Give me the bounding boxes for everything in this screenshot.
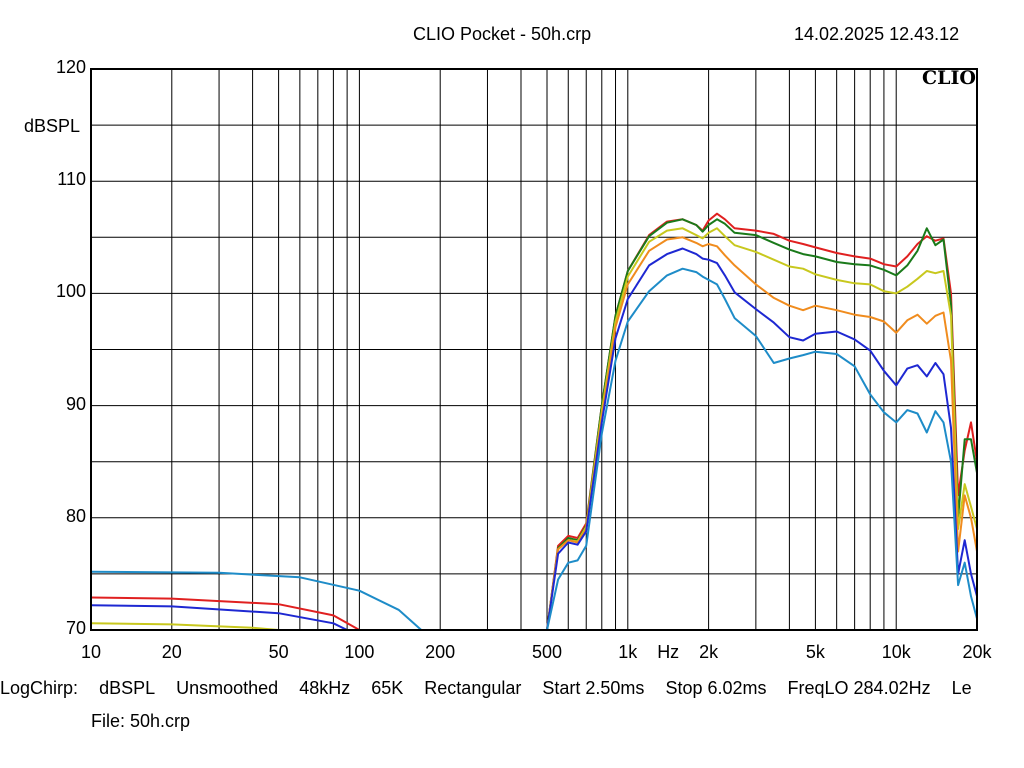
response-curve-main [546,247,977,630]
response-curve-low [91,604,348,630]
setting-mode: LogChirp: [0,678,79,698]
plot-frame [90,68,978,631]
x-tick-label: 20 [161,642,182,662]
setting-stop: Stop 6.02ms [665,678,767,698]
measurement-datetime: 14.02.2025 12.43.12 [794,24,960,44]
y-tick-label: 80 [65,505,86,526]
setting-smoothing: Unsmoothed [176,678,279,698]
x-tick-label: 20k [962,642,992,662]
y-tick-label: 90 [65,393,86,414]
setting-size: 65K [371,678,404,698]
x-tick-label: 2k [699,642,719,662]
response-curve-main [546,227,977,630]
x-tick-label: 200 [425,642,456,662]
x-tick-label: 50 [268,642,289,662]
response-curve-low [91,622,279,630]
response-curve-main [546,236,977,630]
y-tick-label: 70 [65,618,86,638]
setting-freqlo: FreqLO 284.02Hz [787,678,931,698]
y-tick-label: 100 [55,281,86,302]
response-curve-main [546,212,977,630]
response-curve-main [546,267,977,630]
x-tick-label: 5k [805,642,825,662]
x-tick-label: 500 [531,642,563,662]
x-tick-label: 10k [881,642,911,662]
setting-start: Start 2.50ms [542,678,645,698]
setting-window: Rectangular [424,678,522,698]
clio-logo: CLIO [922,67,976,89]
chart-title: CLIO Pocket - 50h.crp [413,24,592,44]
y-tick-label: 110 [57,169,86,190]
response-curve-main [546,218,977,630]
x-tick-label: 10 [80,642,102,662]
setting-unit: dBSPL [99,678,156,698]
file-name: File: 50h.crp [91,711,191,731]
x-tick-label: 100 [344,642,375,662]
measurement-settings: LogChirp: dBSPL Unsmoothed 48kHz 65K Rec… [0,678,988,699]
y-tick-label: 120 [55,57,86,77]
setting-sample-rate: 48kHz [299,678,351,698]
plot-grid [91,69,977,630]
setting-truncated: Le [951,678,972,698]
y-axis-label: dBSPL [24,116,81,136]
response-curve-low [91,570,422,630]
x-tick-label: 1k [618,642,638,662]
plot-curves [91,212,977,630]
x-axis-unit-label: Hz [657,642,680,662]
response-curve-low [91,596,360,630]
